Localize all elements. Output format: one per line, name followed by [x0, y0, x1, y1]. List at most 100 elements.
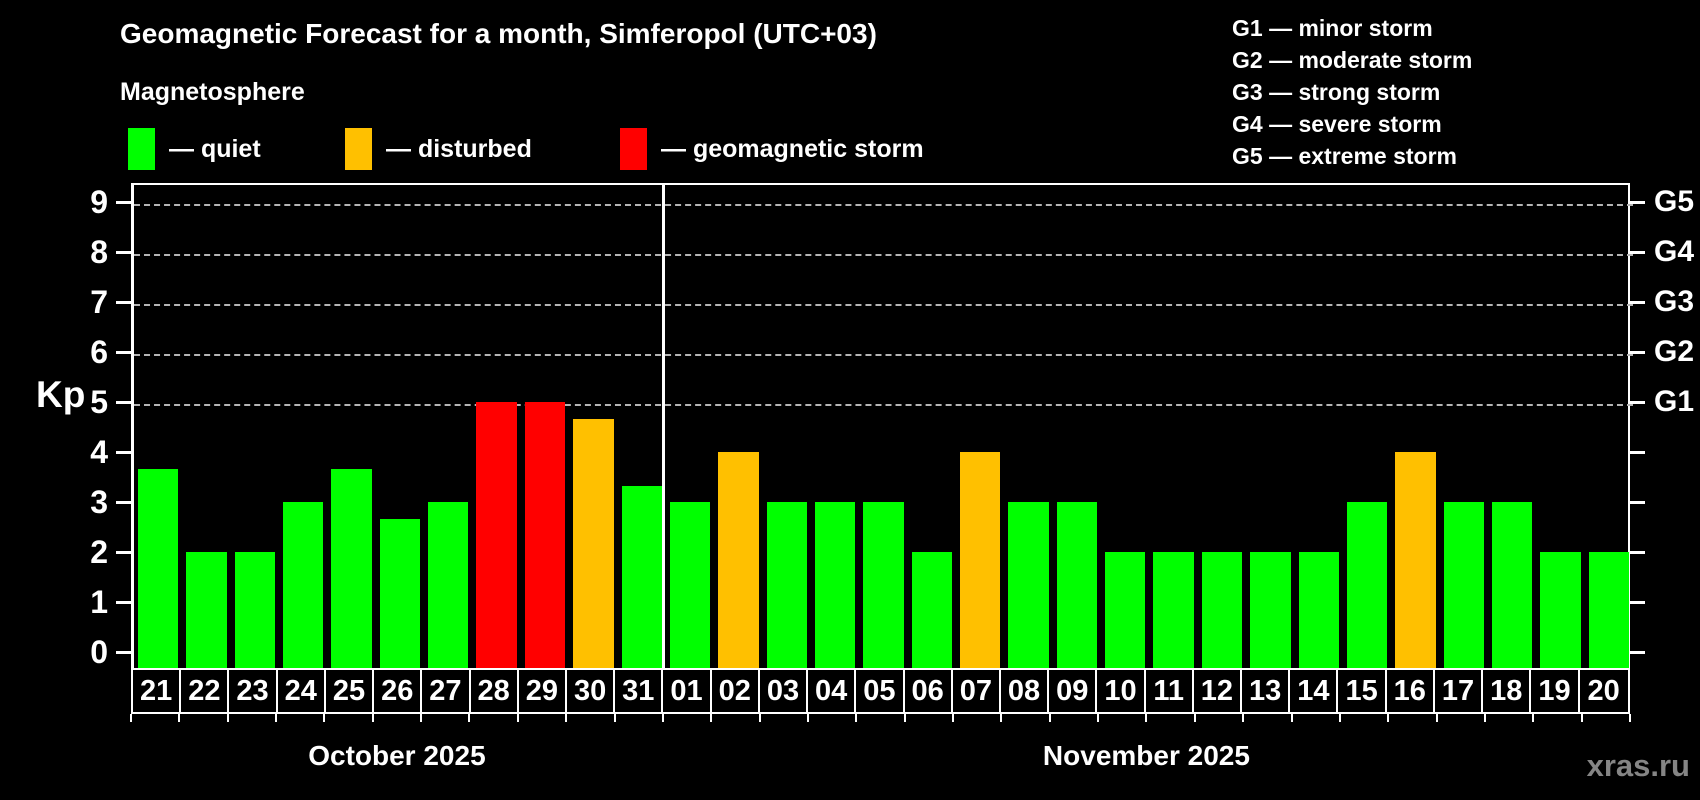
g-level-label-g3: G3 — [1654, 285, 1695, 318]
gridline-kp9 — [134, 204, 1633, 206]
day-boundary-tick — [1193, 714, 1196, 722]
day-label-27: 27 — [429, 674, 462, 707]
kp-bar-day-17 — [1443, 502, 1484, 668]
y-tick-label-6: 6 — [90, 334, 108, 370]
y-tick-right-0 — [1630, 651, 1645, 654]
day-label-21: 21 — [139, 674, 173, 707]
kp-bar-day-31 — [621, 485, 662, 668]
day-cell-16: 16 — [1387, 670, 1435, 712]
kp-bar-day-27 — [428, 502, 469, 668]
kp-bar-day-15 — [1346, 502, 1388, 668]
g-level-label-g1: G1 — [1654, 385, 1695, 418]
y-tick-label-5: 5 — [90, 384, 108, 420]
day-cell-11: 11 — [1146, 670, 1194, 712]
day-label-10: 10 — [1104, 674, 1137, 707]
day-cell-01: 01 — [663, 670, 712, 712]
day-label-16: 16 — [1393, 674, 1426, 707]
legend-label-disturbed: — disturbed — [386, 134, 532, 163]
kp-bar-day-25 — [331, 468, 372, 668]
kp-bar-day-01 — [669, 502, 711, 668]
kp-bar-day-12 — [1201, 552, 1243, 668]
kp-bar-day-20 — [1588, 552, 1629, 668]
y-tick-label-2: 2 — [90, 534, 108, 570]
y-tick-right-6 — [1630, 351, 1645, 354]
legend-label-quiet: — quiet — [169, 134, 261, 163]
kp-bar-day-23 — [234, 552, 276, 668]
kp-bar-chart-plot-area — [131, 183, 1633, 668]
storm-scale-legend: G1 — minor storm G2 — moderate storm G3 … — [1232, 12, 1472, 172]
storm-scale-g1: G1 — minor storm — [1232, 15, 1433, 41]
watermark: xras.ru — [1586, 748, 1690, 783]
day-boundary-tick — [1000, 714, 1003, 722]
day-cell-23: 23 — [229, 670, 278, 712]
day-boundary-tick — [1338, 714, 1341, 722]
day-boundary-tick — [130, 714, 132, 722]
day-boundary-tick — [758, 714, 761, 722]
y-tick-right-4 — [1630, 451, 1645, 454]
storm-scale-g4: G4 — severe storm — [1232, 111, 1442, 137]
y-tick-left-9 — [116, 201, 131, 204]
day-boundary-tick — [710, 714, 713, 722]
kp-bar-day-02 — [718, 452, 759, 668]
kp-bar-day-21 — [138, 468, 179, 668]
day-boundary-tick — [1048, 714, 1051, 722]
day-boundary-tick — [468, 714, 471, 722]
day-boundary-tick — [178, 714, 181, 722]
day-boundary-tick — [806, 714, 809, 722]
y-tick-left-5 — [116, 401, 131, 404]
day-cell-31: 31 — [615, 670, 664, 712]
day-cell-17: 17 — [1435, 670, 1484, 712]
y-tick-right-1 — [1630, 601, 1645, 604]
day-label-31: 31 — [622, 674, 655, 707]
y-tick-left-4 — [116, 451, 131, 454]
day-cell-22: 22 — [181, 670, 230, 712]
day-boundary-tick — [323, 714, 326, 722]
y-tick-label-0: 0 — [90, 634, 108, 670]
day-boundary-tick — [1580, 714, 1583, 722]
day-label-28: 28 — [477, 674, 510, 707]
g-level-label-g2: G2 — [1654, 335, 1695, 368]
disturbed-swatch-icon — [345, 128, 372, 170]
day-boundary-tick — [613, 714, 616, 722]
day-label-05: 05 — [863, 674, 896, 707]
day-boundary-tick — [661, 714, 664, 722]
day-cell-10: 10 — [1097, 670, 1146, 712]
y-tick-right-8 — [1630, 251, 1645, 254]
kp-bar-day-16 — [1395, 452, 1436, 668]
day-label-18: 18 — [1490, 674, 1523, 707]
day-boundary-tick — [226, 714, 229, 722]
day-label-25: 25 — [332, 674, 366, 707]
magnetosphere-heading: Magnetosphere — [120, 78, 305, 106]
legend-item-disturbed: — disturbed — [345, 127, 532, 171]
month-label-0: October 2025 — [308, 740, 486, 771]
day-cell-29: 29 — [519, 670, 567, 712]
y-tick-left-7 — [116, 301, 131, 304]
kp-bar-day-28 — [476, 402, 517, 668]
day-boundary-tick — [1629, 714, 1631, 722]
day-cell-24: 24 — [278, 670, 326, 712]
y-tick-label-1: 1 — [90, 584, 108, 620]
day-boundary-tick — [1387, 714, 1390, 722]
day-label-15: 15 — [1345, 674, 1378, 707]
kp-bar-day-06 — [911, 552, 953, 668]
day-cell-19: 19 — [1531, 670, 1580, 712]
y-tick-left-2 — [116, 551, 131, 554]
day-label-13: 13 — [1249, 674, 1282, 707]
day-boundary-tick — [565, 714, 568, 722]
gridline-kp5 — [134, 404, 1633, 406]
day-label-20: 20 — [1587, 674, 1620, 707]
y-axis-title: Kp — [36, 374, 86, 415]
day-boundary-tick — [1435, 714, 1438, 722]
y-tick-left-3 — [116, 501, 131, 504]
gridline-kp7 — [134, 304, 1633, 306]
day-boundary-tick — [952, 714, 955, 722]
day-axis-strip: 21 22 23 24 25 26 27 28 29 30 31 01 02 03 04 05 06 07 08 09… — [131, 668, 1630, 714]
month-label-1: November 2025 — [1042, 740, 1250, 771]
y-tick-right-9 — [1630, 201, 1645, 204]
day-cell-02: 02 — [712, 670, 760, 712]
y-tick-right-5 — [1630, 401, 1645, 404]
day-cell-27: 27 — [422, 670, 471, 712]
y-tick-label-3: 3 — [90, 484, 108, 520]
day-boundary-tick — [1483, 714, 1486, 722]
y-tick-right-2 — [1630, 551, 1645, 554]
